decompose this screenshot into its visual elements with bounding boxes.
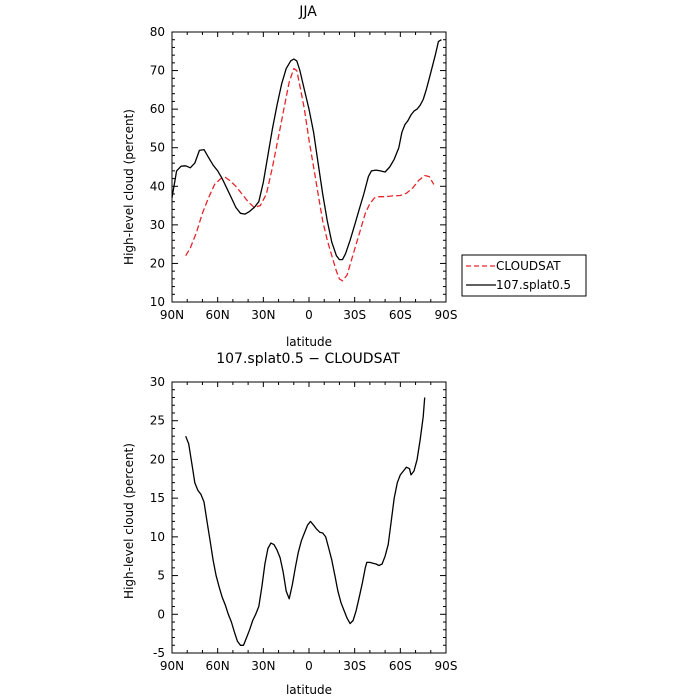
- bottom-axis-ticks: 90N 60N 30N 0 30S 60S 90S -5 0 5 10 15 20 25 30: [150, 375, 458, 673]
- y-tick-label: 25: [150, 414, 165, 428]
- y-tick-label: 60: [150, 102, 165, 116]
- y-tick-label: 30: [150, 375, 165, 389]
- bottom-series-lines: [185, 397, 426, 646]
- x-tick-label: 60N: [206, 659, 230, 673]
- y-tick-label: 10: [150, 530, 165, 544]
- top-series-lines: [171, 39, 442, 282]
- x-tick-label: 90S: [435, 659, 458, 673]
- legend-label-splat: 107.splat0.5: [496, 278, 571, 292]
- series-line-0-0: [185, 67, 435, 282]
- top-axis-ticks: 90N 60N 30N 0 30S 60S 90S 10 20 30 40 50 60 70 80: [150, 25, 458, 322]
- top-panel: JJA latitude High-level cloud (percent) …: [122, 4, 457, 349]
- bottom-panel: 107.splat0.5 − CLOUDSAT latitude High-le…: [122, 351, 457, 697]
- bottom-plot-frame: [171, 381, 447, 654]
- y-tick-label: 10: [150, 295, 165, 309]
- bottom-x-axis-label: latitude: [286, 683, 332, 697]
- x-tick-label: 90N: [160, 308, 184, 322]
- y-tick-label: -5: [153, 646, 165, 660]
- series-line-0-1: [171, 39, 442, 261]
- top-x-axis-label: latitude: [286, 335, 332, 349]
- x-tick-label: 30S: [343, 659, 366, 673]
- legend: CLOUDSAT 107.splat0.5: [461, 254, 587, 297]
- y-tick-label: 20: [150, 452, 165, 466]
- bottom-y-axis-label: High-level cloud (percent): [122, 443, 136, 599]
- x-tick-label: 30S: [343, 308, 366, 322]
- y-tick-label: 15: [150, 491, 165, 505]
- x-tick-label: 0: [305, 659, 313, 673]
- x-tick-label: 90N: [160, 659, 184, 673]
- series-line-1-0: [185, 397, 426, 646]
- y-tick-label: 5: [157, 569, 165, 583]
- y-tick-label: 70: [150, 64, 165, 78]
- y-tick-label: 30: [150, 218, 165, 232]
- bottom-chart-title: 107.splat0.5 − CLOUDSAT: [216, 351, 400, 367]
- x-tick-label: 0: [305, 308, 313, 322]
- x-tick-label: 90S: [435, 308, 458, 322]
- y-tick-label: 0: [157, 607, 165, 621]
- y-tick-label: 50: [150, 141, 165, 155]
- top-chart-title: JJA: [298, 4, 317, 20]
- y-tick-label: 20: [150, 256, 165, 270]
- x-tick-label: 30N: [251, 659, 275, 673]
- y-tick-label: 40: [150, 179, 165, 193]
- y-tick-label: 80: [150, 25, 165, 39]
- legend-label-cloudsat: CLOUDSAT: [496, 259, 561, 273]
- top-y-axis-label: High-level cloud (percent): [122, 109, 136, 265]
- top-plot-frame: [171, 31, 447, 303]
- legend-box: [461, 254, 587, 297]
- x-tick-label: 60N: [206, 308, 230, 322]
- x-tick-label: 30N: [251, 308, 275, 322]
- x-tick-label: 60S: [389, 659, 412, 673]
- x-tick-label: 60S: [389, 308, 412, 322]
